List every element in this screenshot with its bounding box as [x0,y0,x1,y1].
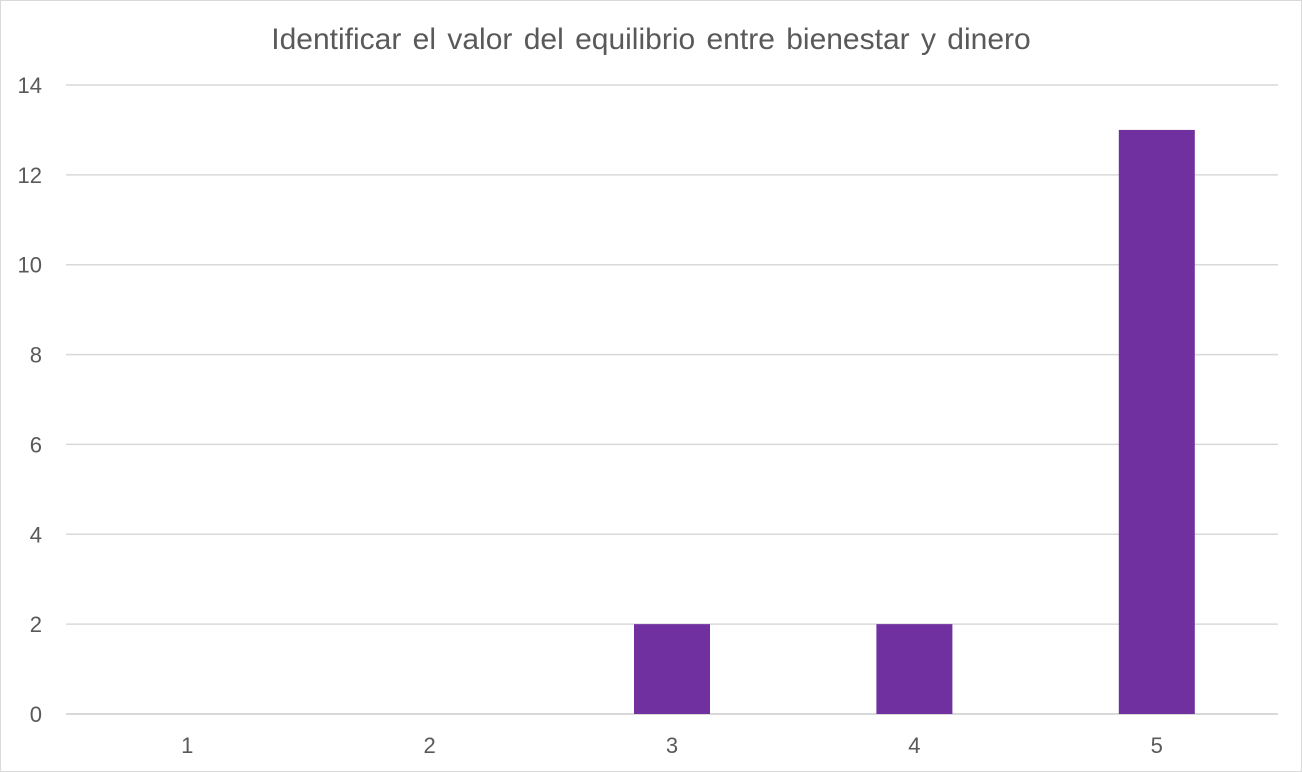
y-tick-label: 6 [30,432,42,457]
y-tick-label: 10 [18,253,42,278]
x-tick-label: 3 [666,733,678,758]
x-tick-label: 4 [908,733,920,758]
bar [1118,129,1195,714]
y-tick-label: 0 [30,702,42,727]
x-tick-label: 5 [1151,733,1163,758]
y-tick-label: 8 [30,343,42,368]
y-tick-label: 14 [18,73,42,98]
bar [634,624,710,714]
y-tick-label: 12 [18,163,42,188]
bar [876,624,953,714]
x-tick-label: 1 [181,733,193,758]
y-tick-label: 2 [30,612,42,637]
chart-title: Identificar el valor del equilibrio entr… [271,23,1031,56]
x-tick-label: 2 [423,733,435,758]
y-tick-label: 4 [30,522,42,547]
